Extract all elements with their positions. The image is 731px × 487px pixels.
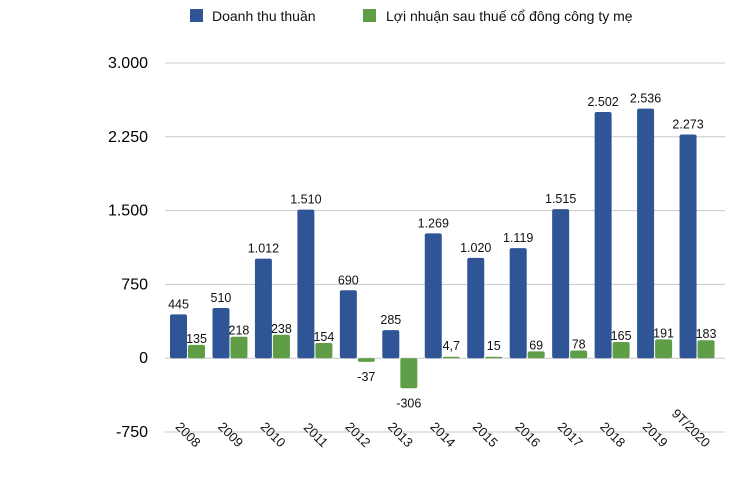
legend-label-revenue: Doanh thu thuần [212,8,316,24]
data-label-profit: 78 [572,338,586,352]
bar-profit-2008 [188,344,205,359]
x-tick-label: 2018 [597,419,628,450]
bar-profit-2009 [230,336,248,359]
x-tick-label: 2009 [215,419,246,450]
data-label-profit: -37 [357,370,375,384]
data-label-profit: 69 [529,338,543,352]
data-label-profit: 135 [186,332,207,346]
data-label-profit: 218 [229,324,250,338]
bar-profit-2012 [357,358,375,362]
y-tick-label: 0 [139,350,148,367]
data-label-profit: 191 [653,326,674,340]
bar-revenue-9T/2020 [679,134,697,359]
legend-swatch-revenue [190,9,203,22]
data-label-profit: 238 [271,322,292,336]
x-tick-label: 2008 [173,419,204,450]
bar-profit-2011 [315,343,333,359]
data-label-profit: 4,7 [443,339,460,353]
x-tick-label: 2013 [385,419,416,450]
data-label-revenue: 285 [380,313,401,327]
data-label-revenue: 2.502 [587,95,618,109]
x-tick-label: 2015 [470,419,501,450]
bar-profit-2014 [442,356,460,359]
bar-revenue-2014 [424,233,442,359]
data-label-profit: 165 [611,329,632,343]
x-tick-label: 2017 [555,419,586,450]
data-label-revenue: 690 [338,273,359,287]
x-tick-label: 2014 [427,419,458,450]
data-label-revenue: 2.536 [630,92,661,106]
data-label-revenue: 1.515 [545,192,576,206]
x-tick-label: 2019 [640,419,671,450]
bar-revenue-2009 [212,308,230,359]
bar-revenue-2018 [594,112,612,359]
x-tick-label: 2010 [258,419,289,450]
bar-revenue-2010 [254,258,272,359]
data-label-profit: 183 [696,327,717,341]
data-label-revenue: 510 [211,291,232,305]
legend-swatch-profit [363,9,376,22]
y-tick-label: 750 [121,276,148,293]
bar-profit-2013 [400,358,418,389]
bar-profit-9T/2020 [697,340,715,359]
data-label-revenue: 1.510 [290,193,321,207]
data-label-profit: -306 [396,396,421,410]
data-label-revenue: 1.119 [503,231,533,245]
x-tick-label: 2011 [301,420,331,450]
bar-profit-2010 [272,334,290,359]
data-label-revenue: 1.269 [418,216,449,230]
bar-revenue-2008 [170,314,187,359]
bar-profit-2016 [527,351,545,359]
data-label-revenue: 1.020 [460,241,491,255]
y-tick-label: 2.250 [108,129,148,146]
data-label-revenue: 1.012 [248,242,279,256]
bar-profit-2017 [570,350,588,359]
data-label-revenue: 2.273 [672,118,703,132]
bar-revenue-2017 [552,209,570,359]
x-tick-label: 2012 [343,419,374,450]
bar-revenue-2011 [297,209,315,359]
x-tick-label: 2016 [512,419,543,450]
bar-profit-2019 [655,339,673,359]
bar-revenue-2019 [637,108,655,359]
data-label-profit: 154 [313,330,334,344]
data-label-revenue: 445 [168,297,189,311]
y-tick-label: 3.000 [108,55,148,72]
y-tick-label: -750 [116,424,148,441]
data-label-profit: 15 [487,339,501,353]
bar-profit-2018 [612,341,630,359]
y-tick-label: 1.500 [108,203,148,220]
bar-revenue-2012 [339,290,357,359]
legend-label-profit: Lợi nhuận sau thuế cổ đông công ty mẹ [386,8,633,24]
x-tick-label: 9T/2020 [669,406,713,450]
bar-revenue-2016 [509,248,527,359]
bar-profit-2015 [485,356,503,359]
bar-revenue-2013 [382,330,400,359]
bar-revenue-2015 [467,257,485,359]
